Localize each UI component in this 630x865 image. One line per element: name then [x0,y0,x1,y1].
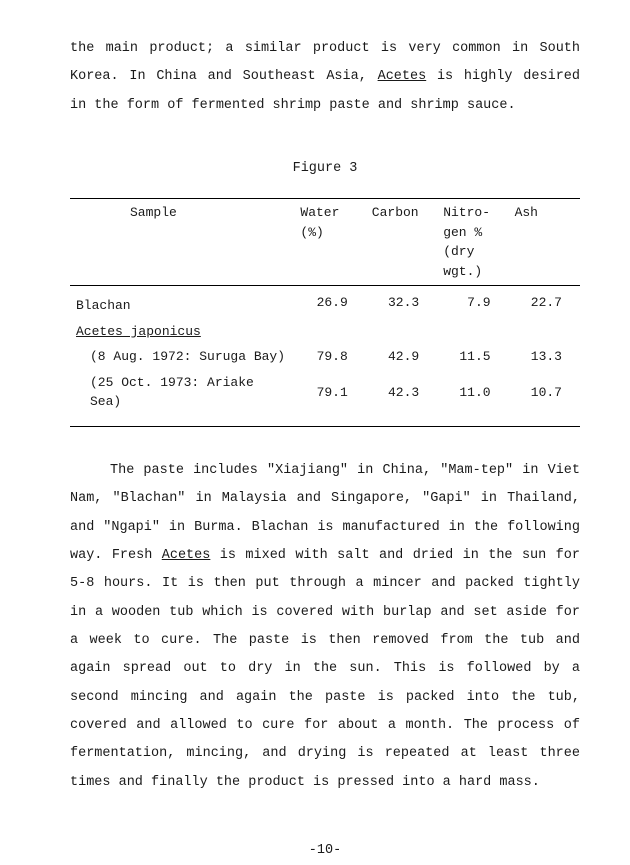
col-sample: Sample [70,199,294,286]
intro-term: Acetes [378,69,427,84]
col-ash: Ash [509,199,580,286]
cell-water: 79.1 [294,370,365,427]
cell-nitrogen: 11.0 [437,370,508,427]
cell-sample: (8 Aug. 1972: Suruga Bay) [70,344,294,370]
table-row: (8 Aug. 1972: Suruga Bay)79.842.911.513.… [70,344,580,370]
col-nitrogen: Nitro-gen %(dry wgt.) [437,199,508,286]
table-row: (25 Oct. 1973: Ariake Sea)79.142.311.010… [70,370,580,427]
cell-carbon: 32.3 [366,286,437,319]
cell-sample: Acetes japonicus [70,319,294,345]
cell-sample: (25 Oct. 1973: Ariake Sea) [70,370,294,427]
cell-nitrogen: 7.9 [437,286,508,319]
cell-sample: Blachan [70,286,294,319]
cell-ash [509,319,580,345]
body-term: Acetes [162,548,211,563]
body-text-2: is mixed with salt and dried in the sun … [70,548,580,790]
cell-water: 26.9 [294,286,365,319]
cell-nitrogen: 11.5 [437,344,508,370]
cell-water: 79.8 [294,344,365,370]
intro-paragraph: the main product; a similar product is v… [70,35,580,120]
cell-carbon: 42.3 [366,370,437,427]
cell-carbon: 42.9 [366,344,437,370]
table-row: Blachan26.932.37.922.7 [70,286,580,319]
cell-ash: 10.7 [509,370,580,427]
col-water: Water(%) [294,199,365,286]
figure-label: Figure 3 [70,155,580,183]
table-row: Acetes japonicus [70,319,580,345]
page-number: -10- [70,837,580,865]
body-paragraph: The paste includes "Xiajiang" in China, … [70,457,580,797]
cell-nitrogen [437,319,508,345]
data-table: Sample Water(%) Carbon Nitro-gen %(dry w… [70,198,580,427]
col-carbon: Carbon [366,199,437,286]
cell-ash: 13.3 [509,344,580,370]
cell-water [294,319,365,345]
cell-ash: 22.7 [509,286,580,319]
cell-carbon [366,319,437,345]
